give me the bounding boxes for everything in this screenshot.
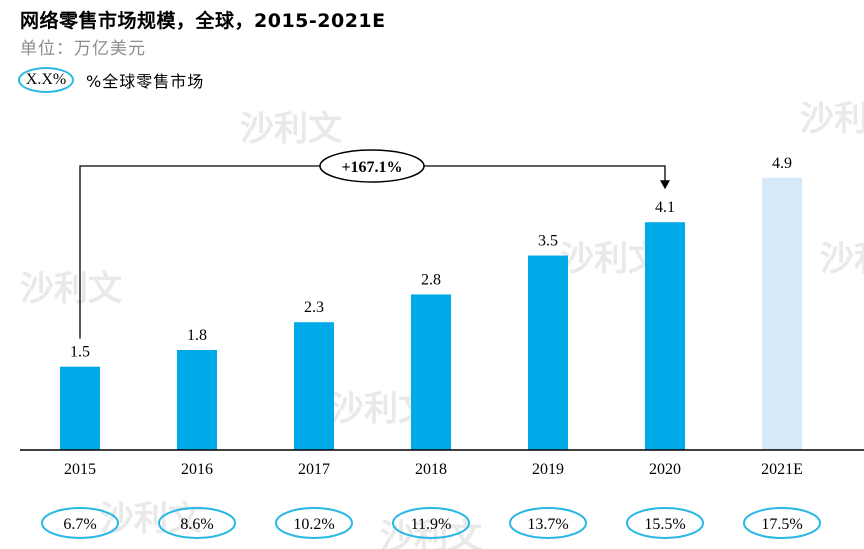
share-ellipse-2018 — [392, 507, 470, 539]
chart-title: 网络零售市场规模，全球，2015-2021E — [20, 10, 386, 32]
share-ellipse-2017 — [275, 507, 353, 539]
share-ellipse-2015 — [41, 507, 119, 539]
growth-arrowhead — [660, 180, 670, 190]
legend-marker: X.X% — [18, 67, 74, 93]
value-label-2020: 4.1 — [655, 199, 675, 216]
tick-label-2021E: 2021E — [761, 461, 803, 478]
share-label-2017: 10.2% — [293, 516, 334, 533]
watermark-text: 沙利文 — [820, 239, 864, 279]
bars-layer — [60, 177, 802, 450]
value-label-2019: 3.5 — [538, 233, 558, 250]
value-label-2015: 1.5 — [70, 344, 90, 361]
share-label-2021E: 17.5% — [761, 516, 802, 533]
value-label-2017: 2.3 — [304, 299, 324, 316]
share-label-2020: 15.5% — [644, 516, 685, 533]
bar-2017 — [294, 322, 334, 450]
share-ellipse-2021E — [743, 507, 821, 539]
share-label-2018: 11.9% — [411, 516, 452, 533]
unit-label: 单位：万亿美元 — [20, 39, 146, 59]
tick-label-2016: 2016 — [181, 461, 213, 478]
bar-2021E — [762, 177, 802, 450]
share-label-2015: 6.7% — [63, 516, 96, 533]
tick-label-2017: 2017 — [298, 461, 330, 478]
value-label-2021E: 4.9 — [772, 155, 792, 172]
legend-label: %全球零售市场 — [86, 72, 205, 91]
legend: X.X% %全球零售市场 — [18, 66, 204, 94]
value-label-2018: 2.8 — [421, 271, 441, 288]
value-label-2016: 1.8 — [187, 327, 207, 344]
tick-label-2018: 2018 — [415, 461, 447, 478]
bar-2018 — [411, 294, 451, 450]
bar-2016 — [177, 350, 217, 450]
watermark-text: 沙利文 — [800, 99, 864, 139]
share-ellipse-2019 — [509, 507, 587, 539]
bar-2019 — [528, 255, 568, 450]
watermark-layer: 沙利文沙利文沙利文沙利文沙利文沙利文沙利文沙利文 — [20, 99, 864, 549]
x-tick-labels: 2015 2016 2017 2018 2019 2020 2021E — [64, 461, 803, 478]
tick-label-2020: 2020 — [649, 461, 681, 478]
growth-ellipse — [319, 149, 425, 183]
share-label-2016: 8.6% — [180, 516, 213, 533]
value-labels: 1.5 1.8 2.3 2.8 3.5 4.1 4.9 — [70, 155, 792, 361]
share-ellipse-2020 — [626, 507, 704, 539]
bar-2020 — [645, 222, 685, 450]
share-ellipses: 6.7% 8.6% 10.2% 11.9% 13.7% 15.5% 17.5% — [41, 507, 821, 539]
growth-annotation: +167.1% — [79, 149, 670, 339]
tick-label-2019: 2019 — [532, 461, 564, 478]
bar-2015 — [60, 366, 100, 450]
growth-label: +167.1% — [341, 159, 402, 176]
watermark-text: 沙利文 — [240, 109, 342, 149]
watermark-text: 沙利文 — [380, 517, 482, 549]
share-ellipse-2016 — [158, 507, 236, 539]
share-label-2019: 13.7% — [527, 516, 568, 533]
watermark-text: 沙利文 — [20, 269, 122, 309]
tick-label-2015: 2015 — [64, 461, 96, 478]
